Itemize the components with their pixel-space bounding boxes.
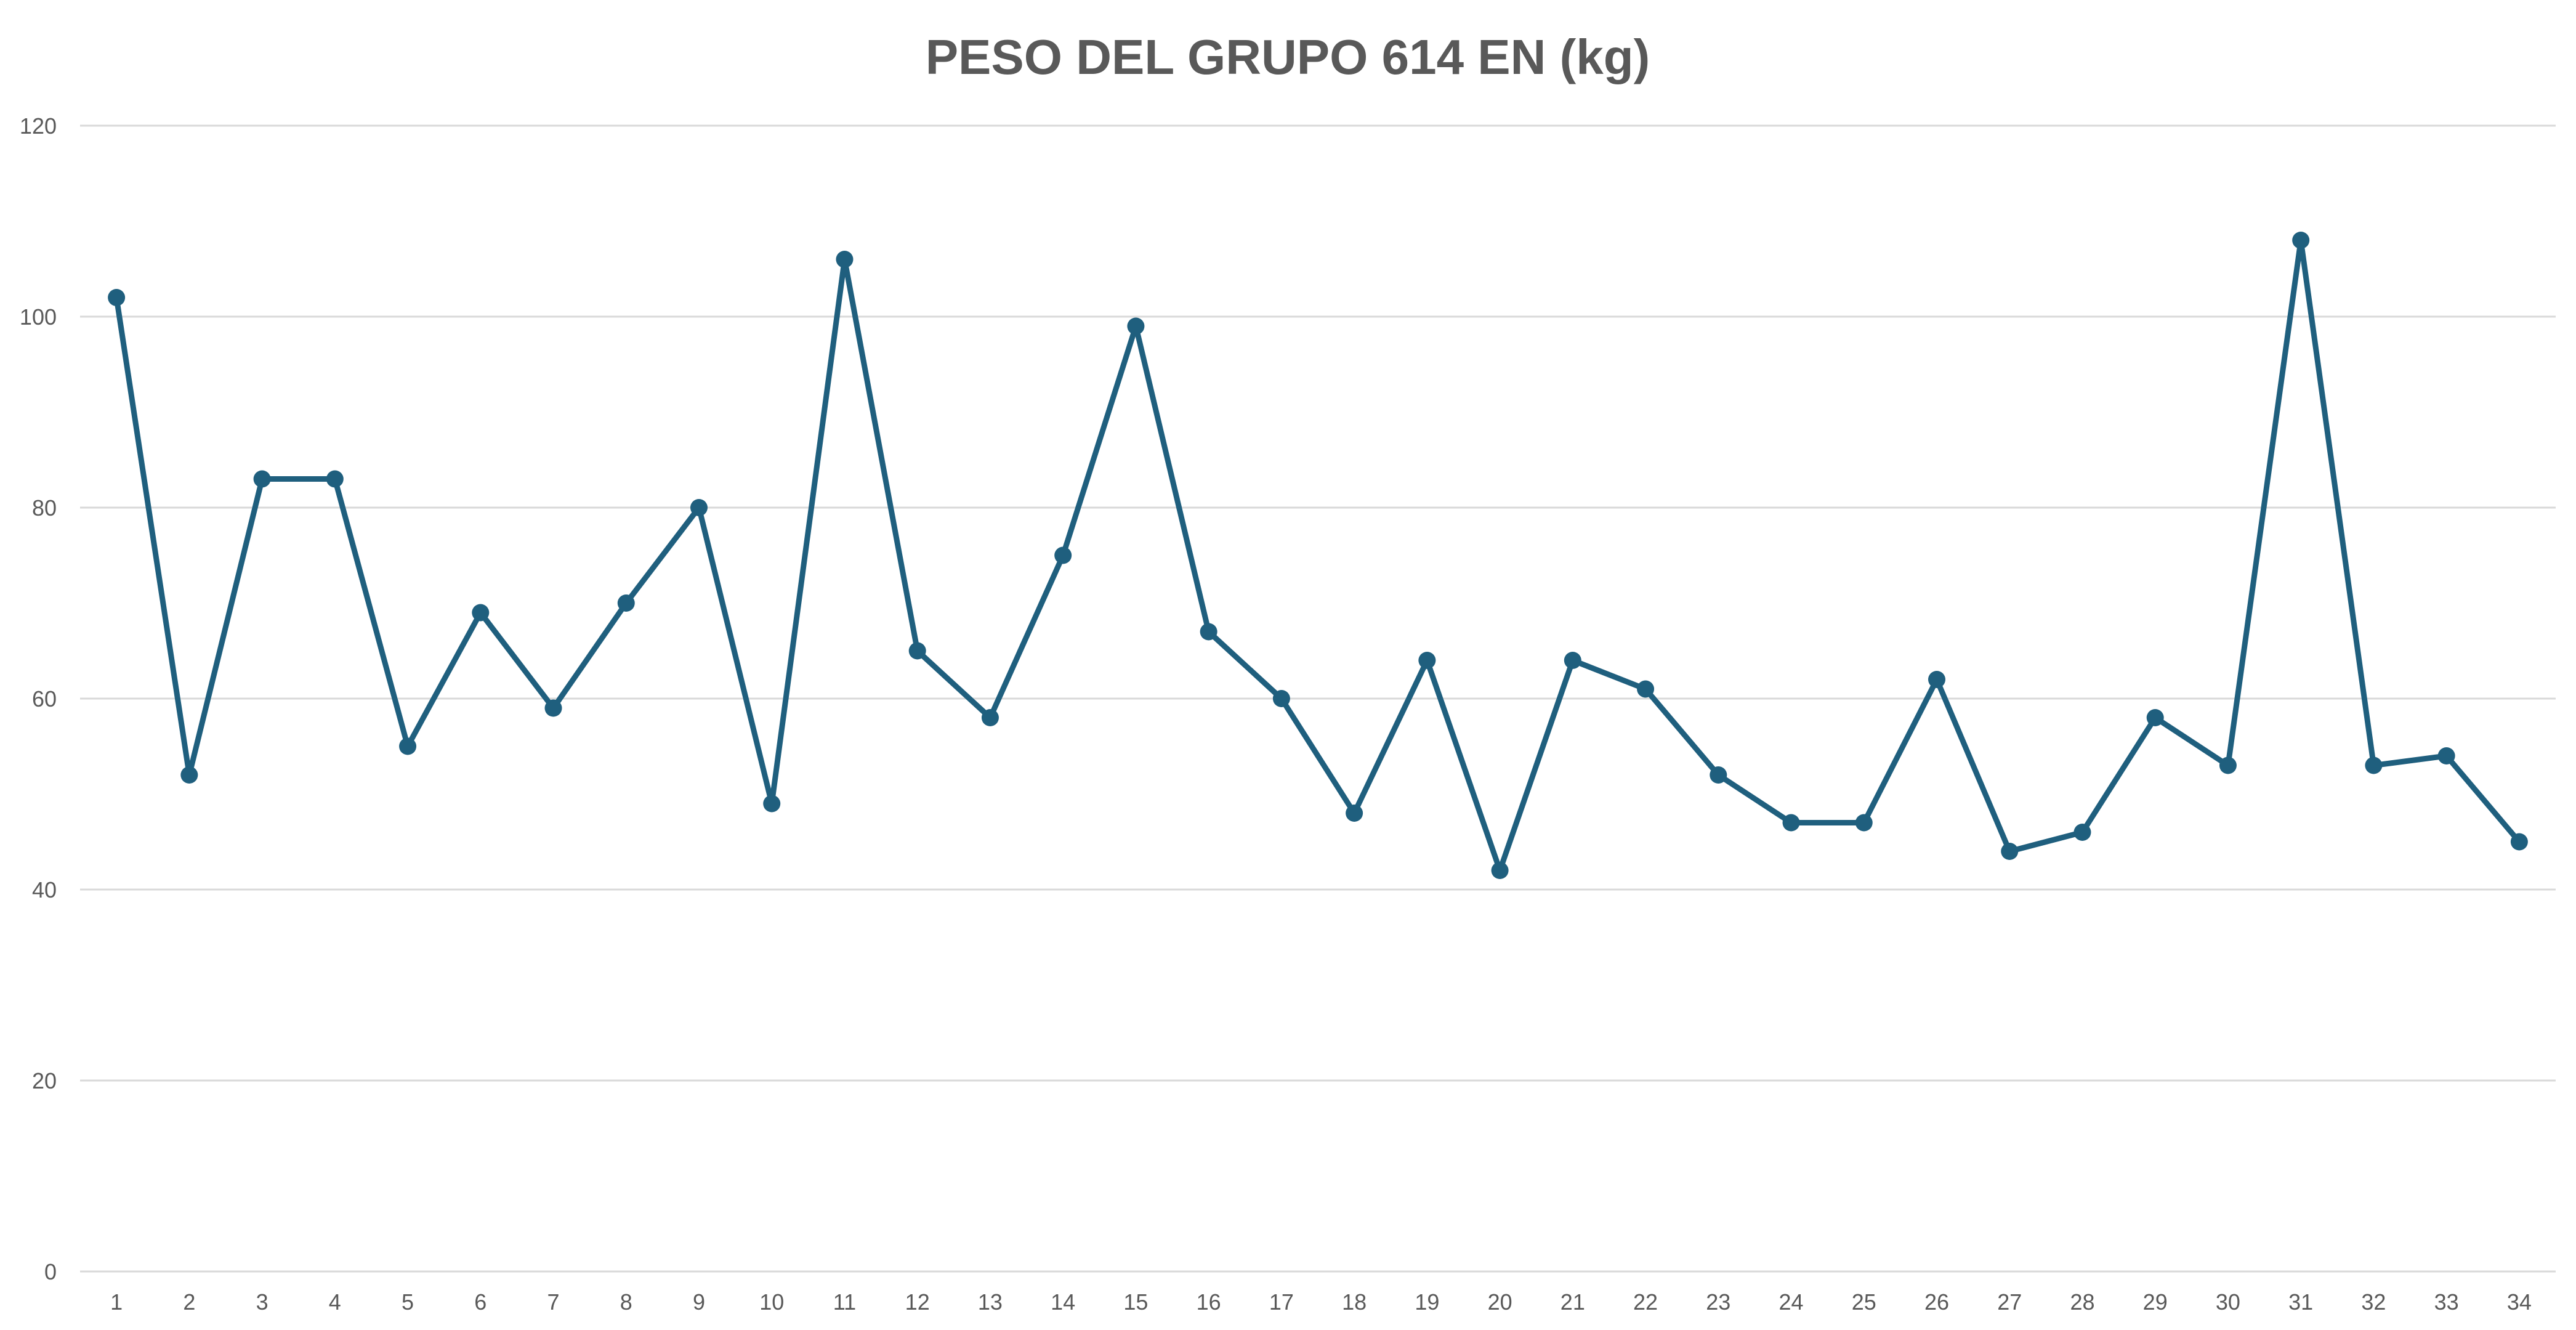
x-tick-label: 34 (2507, 1289, 2532, 1315)
x-tick-label: 28 (2070, 1289, 2094, 1315)
x-tick-label: 1 (110, 1289, 123, 1315)
data-point-33 (2437, 747, 2455, 764)
data-point-4 (326, 470, 344, 488)
x-tick-label: 23 (1706, 1289, 1730, 1315)
x-tick-label: 33 (2434, 1289, 2459, 1315)
x-tick-label: 7 (547, 1289, 560, 1315)
x-tick-label: 4 (329, 1289, 341, 1315)
x-tick-label: 10 (759, 1289, 784, 1315)
data-point-13 (981, 709, 999, 726)
x-tick-label: 25 (1852, 1289, 1876, 1315)
x-tick-label: 5 (402, 1289, 414, 1315)
data-point-28 (2073, 824, 2091, 841)
x-tick-label: 12 (905, 1289, 930, 1315)
data-point-19 (1418, 652, 1436, 669)
series-line (113, 237, 2522, 874)
y-tick-label: 60 (32, 686, 57, 712)
data-point-12 (908, 642, 926, 660)
x-tick-label: 30 (2216, 1289, 2240, 1315)
x-tick-label: 17 (1269, 1289, 1294, 1315)
x-tick-label: 2 (183, 1289, 195, 1315)
y-axis-tick-labels: 0 20 40 60 80 100 120 (20, 113, 57, 1284)
data-point-11 (836, 251, 854, 268)
x-tick-label: 8 (620, 1289, 632, 1315)
data-point-30 (2219, 756, 2237, 774)
data-point-1 (108, 289, 126, 306)
data-point-7 (544, 699, 562, 717)
x-tick-label: 31 (2288, 1289, 2313, 1315)
data-point-6 (472, 604, 490, 622)
y-tick-label: 100 (20, 304, 57, 330)
y-tick-label: 80 (32, 495, 57, 521)
data-point-9 (690, 499, 708, 516)
y-tick-label: 120 (20, 113, 57, 139)
data-point-5 (399, 737, 417, 755)
x-tick-label: 16 (1197, 1289, 1221, 1315)
x-tick-label: 22 (1633, 1289, 1658, 1315)
data-point-24 (1782, 814, 1800, 832)
data-point-14 (1054, 546, 1072, 564)
x-tick-label: 19 (1415, 1289, 1439, 1315)
data-point-32 (2365, 756, 2383, 774)
x-tick-label: 29 (2143, 1289, 2168, 1315)
x-tick-label: 14 (1051, 1289, 1075, 1315)
data-point-3 (253, 470, 271, 488)
x-tick-label: 32 (2361, 1289, 2386, 1315)
data-point-23 (1710, 766, 1727, 784)
x-tick-label: 18 (1342, 1289, 1367, 1315)
y-tick-label: 20 (32, 1068, 57, 1093)
data-point-26 (1928, 671, 1945, 688)
data-point-16 (1200, 623, 1217, 641)
series-layer (108, 232, 2528, 879)
data-point-25 (1855, 814, 1873, 832)
x-tick-label: 26 (1924, 1289, 1949, 1315)
x-tick-label: 20 (1488, 1289, 1512, 1315)
data-point-2 (180, 766, 198, 784)
x-tick-label: 24 (1779, 1289, 1804, 1315)
data-point-31 (2292, 232, 2310, 249)
x-tick-label: 9 (693, 1289, 705, 1315)
x-tick-label: 15 (1123, 1289, 1148, 1315)
data-point-10 (763, 795, 781, 813)
y-tick-label: 0 (44, 1259, 57, 1284)
data-point-15 (1127, 317, 1145, 335)
x-tick-label: 13 (978, 1289, 1003, 1315)
data-point-17 (1272, 690, 1290, 707)
data-point-22 (1637, 680, 1655, 698)
data-point-34 (2510, 833, 2528, 851)
x-tick-label: 21 (1561, 1289, 1585, 1315)
x-tick-label: 11 (833, 1289, 856, 1315)
data-point-18 (1346, 805, 1363, 822)
chart-title: PESO DEL GRUPO 614 EN (kg) (926, 30, 1650, 84)
x-tick-label: 27 (1997, 1289, 2022, 1315)
y-tick-label: 40 (32, 877, 57, 902)
x-axis-tick-labels: 1 2 3 4 5 6 7 8 9 10 11 12 13 14 15 16 17 18 19 20 21 22 23 24 2… (110, 1289, 2532, 1315)
x-tick-label: 6 (474, 1289, 487, 1315)
data-point-29 (2146, 709, 2164, 726)
data-point-27 (2001, 843, 2019, 860)
gridlines (80, 124, 2556, 1273)
data-point-20 (1491, 862, 1509, 879)
x-tick-label: 3 (256, 1289, 269, 1315)
data-point-8 (617, 594, 635, 612)
data-point-21 (1564, 652, 1581, 669)
